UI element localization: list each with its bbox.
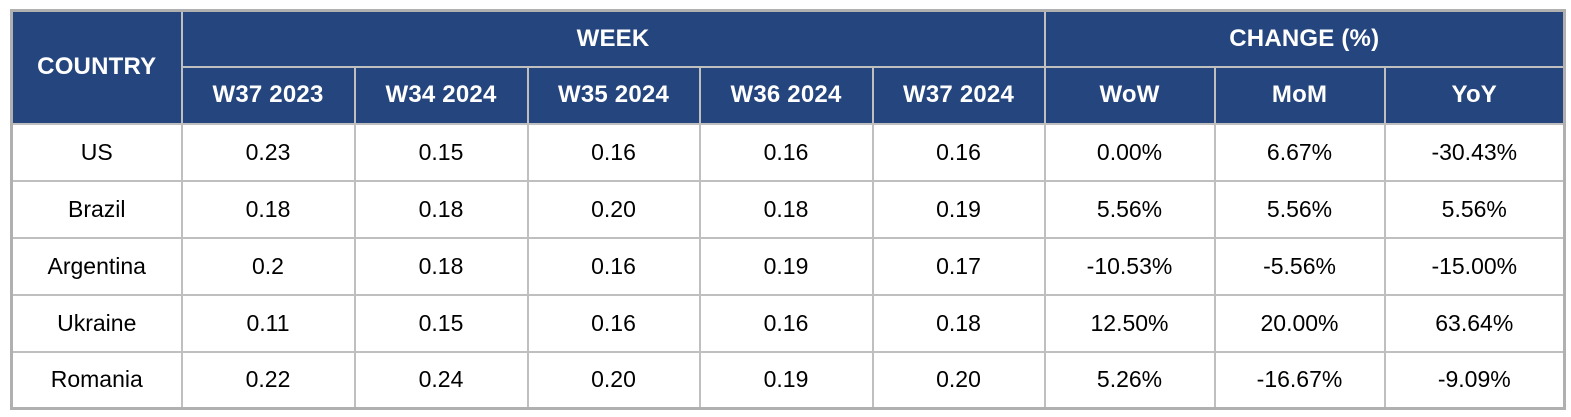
header-subhead-row: W37 2023 W34 2024 W35 2024 W36 2024 W37 … bbox=[12, 65, 1566, 125]
week-group-header: WEEK bbox=[180, 9, 1046, 68]
change-cell: -15.00% bbox=[1383, 236, 1566, 296]
commodity-week-change-table: COUNTRY WEEK CHANGE (%) W37 2023 W34 202… bbox=[10, 9, 1567, 410]
change-cell: 12.50% bbox=[1043, 293, 1216, 353]
value-cell: 0.19 bbox=[871, 179, 1046, 239]
change-column-header-wow: WoW bbox=[1043, 65, 1216, 125]
change-cell: -10.53% bbox=[1043, 236, 1216, 296]
change-cell: 0.00% bbox=[1043, 122, 1216, 182]
value-cell: 0.17 bbox=[871, 236, 1046, 296]
value-cell: 0.16 bbox=[526, 293, 701, 353]
value-cell: 0.20 bbox=[871, 350, 1046, 410]
value-cell: 0.16 bbox=[526, 122, 701, 182]
table-row-argentina: Argentina 0.2 0.18 0.16 0.19 0.17 -10.53… bbox=[10, 236, 1566, 296]
change-cell: -30.43% bbox=[1383, 122, 1566, 182]
week-column-header-w35-2024: W35 2024 bbox=[526, 65, 701, 125]
value-cell: 0.16 bbox=[526, 236, 701, 296]
value-cell: 0.24 bbox=[353, 350, 529, 410]
value-cell: 0.19 bbox=[698, 350, 874, 410]
table-row-romania: Romania 0.22 0.24 0.20 0.19 0.20 5.26% -… bbox=[10, 350, 1566, 410]
change-cell: -16.67% bbox=[1213, 350, 1386, 410]
change-cell: 5.56% bbox=[1383, 179, 1566, 239]
change-cell: -5.56% bbox=[1213, 236, 1386, 296]
change-cell: 5.56% bbox=[1213, 179, 1386, 239]
header-group-row: COUNTRY WEEK CHANGE (%) bbox=[10, 9, 1566, 125]
value-cell: 0.20 bbox=[526, 350, 701, 410]
value-cell: 0.2 bbox=[180, 236, 356, 296]
table-row-brazil: Brazil 0.18 0.18 0.20 0.18 0.19 5.56% 5.… bbox=[10, 179, 1566, 239]
value-cell: 0.16 bbox=[698, 122, 874, 182]
value-cell: 0.22 bbox=[180, 350, 356, 410]
change-column-header-mom: MoM bbox=[1213, 65, 1386, 125]
value-cell: 0.15 bbox=[353, 293, 529, 353]
value-cell: 0.19 bbox=[698, 236, 874, 296]
change-group-header: CHANGE (%) bbox=[1043, 9, 1566, 68]
value-cell: 0.18 bbox=[353, 236, 529, 296]
change-cell: 5.26% bbox=[1043, 350, 1216, 410]
value-cell: 0.16 bbox=[871, 122, 1046, 182]
week-column-header-w34-2024: W34 2024 bbox=[353, 65, 529, 125]
value-cell: 0.18 bbox=[353, 179, 529, 239]
change-cell: 6.67% bbox=[1213, 122, 1386, 182]
week-column-header-w37-2024: W37 2024 bbox=[871, 65, 1046, 125]
country-header-cell: COUNTRY bbox=[10, 9, 183, 125]
change-cell: 20.00% bbox=[1213, 293, 1386, 353]
change-column-header-yoy: YoY bbox=[1383, 65, 1566, 125]
country-cell: Romania bbox=[10, 350, 183, 410]
value-cell: 0.20 bbox=[526, 179, 701, 239]
value-cell: 0.15 bbox=[353, 122, 529, 182]
change-cell: 63.64% bbox=[1383, 293, 1566, 353]
value-cell: 0.23 bbox=[180, 122, 356, 182]
value-cell: 0.18 bbox=[180, 179, 356, 239]
change-cell: -9.09% bbox=[1383, 350, 1566, 410]
value-cell: 0.18 bbox=[871, 293, 1046, 353]
value-cell: 0.11 bbox=[180, 293, 356, 353]
table-row-us: US 0.23 0.15 0.16 0.16 0.16 0.00% 6.67% … bbox=[10, 122, 1566, 182]
week-column-header-w37-2023: W37 2023 bbox=[180, 65, 356, 125]
country-cell: Argentina bbox=[10, 236, 183, 296]
week-column-header-w36-2024: W36 2024 bbox=[698, 65, 874, 125]
country-cell: Brazil bbox=[10, 179, 183, 239]
value-cell: 0.18 bbox=[698, 179, 874, 239]
value-cell: 0.16 bbox=[698, 293, 874, 353]
country-cell: US bbox=[10, 122, 183, 182]
country-cell: Ukraine bbox=[10, 293, 183, 353]
table-row-ukraine: Ukraine 0.11 0.15 0.16 0.16 0.18 12.50% … bbox=[10, 293, 1566, 353]
change-cell: 5.56% bbox=[1043, 179, 1216, 239]
